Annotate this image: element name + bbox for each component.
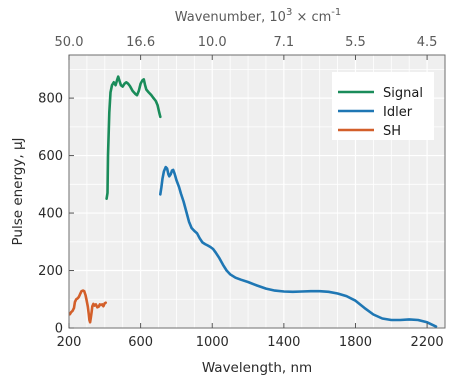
- top-tick-labels: 50.0 16.6 10.0 7.1 5.5 4.5: [55, 35, 438, 50]
- y-tick-label: 800: [38, 92, 63, 107]
- x-tick-label: 1000: [196, 335, 229, 350]
- top-axis-title-unit-exponent: -1: [331, 7, 341, 18]
- top-tick-label: 10.0: [198, 35, 227, 50]
- top-axis-title-prefix: Wavenumber, 10: [175, 10, 286, 25]
- x-tick-label: 1800: [339, 335, 372, 350]
- series-line-signal: [105, 75, 162, 200]
- legend-box: [332, 72, 434, 140]
- legend-label-sh: SH: [383, 124, 401, 139]
- series-line-sh: [68, 289, 107, 324]
- x-tick-labels: 200 600 1000 1400 1800 2200: [57, 335, 444, 350]
- top-axis-title-exponent: 3: [286, 7, 292, 18]
- axis-ticks: [68, 55, 428, 329]
- data-series: [68, 75, 438, 328]
- y-axis-title: Pulse energy, µJ: [10, 137, 26, 245]
- y-tick-label: 0: [55, 322, 63, 337]
- x-tick-label: 200: [57, 335, 82, 350]
- y-tick-label: 200: [38, 264, 63, 279]
- legend-label-signal: Signal: [383, 86, 423, 101]
- top-tick-label: 5.5: [345, 35, 366, 50]
- top-tick-label: 4.5: [417, 35, 438, 50]
- series-line-idler: [159, 165, 438, 328]
- x-tick-label: 1400: [267, 335, 300, 350]
- y-tick-labels: 0 200 400 600 800: [38, 92, 63, 337]
- x-axis-title: Wavelength, nm: [202, 360, 312, 376]
- x-tick-label: 2200: [411, 335, 444, 350]
- plot-frame: [68, 54, 446, 329]
- y-tick-label: 600: [38, 149, 63, 164]
- x-tick-label: 600: [128, 335, 153, 350]
- y-tick-label: 400: [38, 207, 63, 222]
- top-axis-title: Wavenumber, 103 × cm-1: [175, 7, 342, 25]
- top-tick-label: 16.6: [126, 35, 155, 50]
- top-axis-title-unit: × cm: [292, 10, 331, 25]
- top-tick-label: 7.1: [274, 35, 295, 50]
- legend-label-idler: Idler: [383, 105, 413, 120]
- legend: Signal Idler SH: [332, 72, 434, 140]
- top-tick-label: 50.0: [55, 35, 84, 50]
